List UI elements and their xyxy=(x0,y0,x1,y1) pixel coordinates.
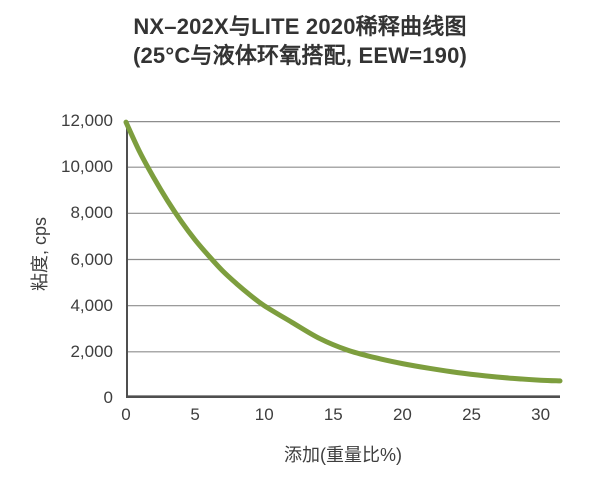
chart-subtitle: (25°C与液体环氧搭配, EEW=190) xyxy=(132,43,468,68)
x-tick-label: 25 xyxy=(462,405,481,424)
x-tick-label: 20 xyxy=(392,405,412,424)
chart-title: NX–202X与LITE 2020稀释曲线图 xyxy=(133,14,467,39)
chart-title-block: NX–202X与LITE 2020稀释曲线图 (25°C与液体环氧搭配, EEW… xyxy=(0,12,600,70)
y-tick-label: 10,000 xyxy=(61,157,113,177)
y-tick-label: 12,000 xyxy=(61,111,113,130)
viscosity-curve xyxy=(123,119,563,384)
y-tick-label: 8,000 xyxy=(70,203,113,223)
x-tick-label: 15 xyxy=(323,405,343,424)
y-tick-label: 0 xyxy=(103,388,113,407)
y-tick-label: 4,000 xyxy=(70,295,113,315)
x-tick-label: 5 xyxy=(190,405,200,424)
plot-area xyxy=(123,119,563,399)
y-tick-label: 2,000 xyxy=(70,341,113,361)
x-axis-title: 添加(重量比%) xyxy=(284,445,402,465)
x-tick-label: 0 xyxy=(121,405,131,424)
y-tick-label: 6,000 xyxy=(70,249,113,269)
x-tick-label: 10 xyxy=(254,405,274,424)
x-tick-label: 30 xyxy=(531,405,551,424)
